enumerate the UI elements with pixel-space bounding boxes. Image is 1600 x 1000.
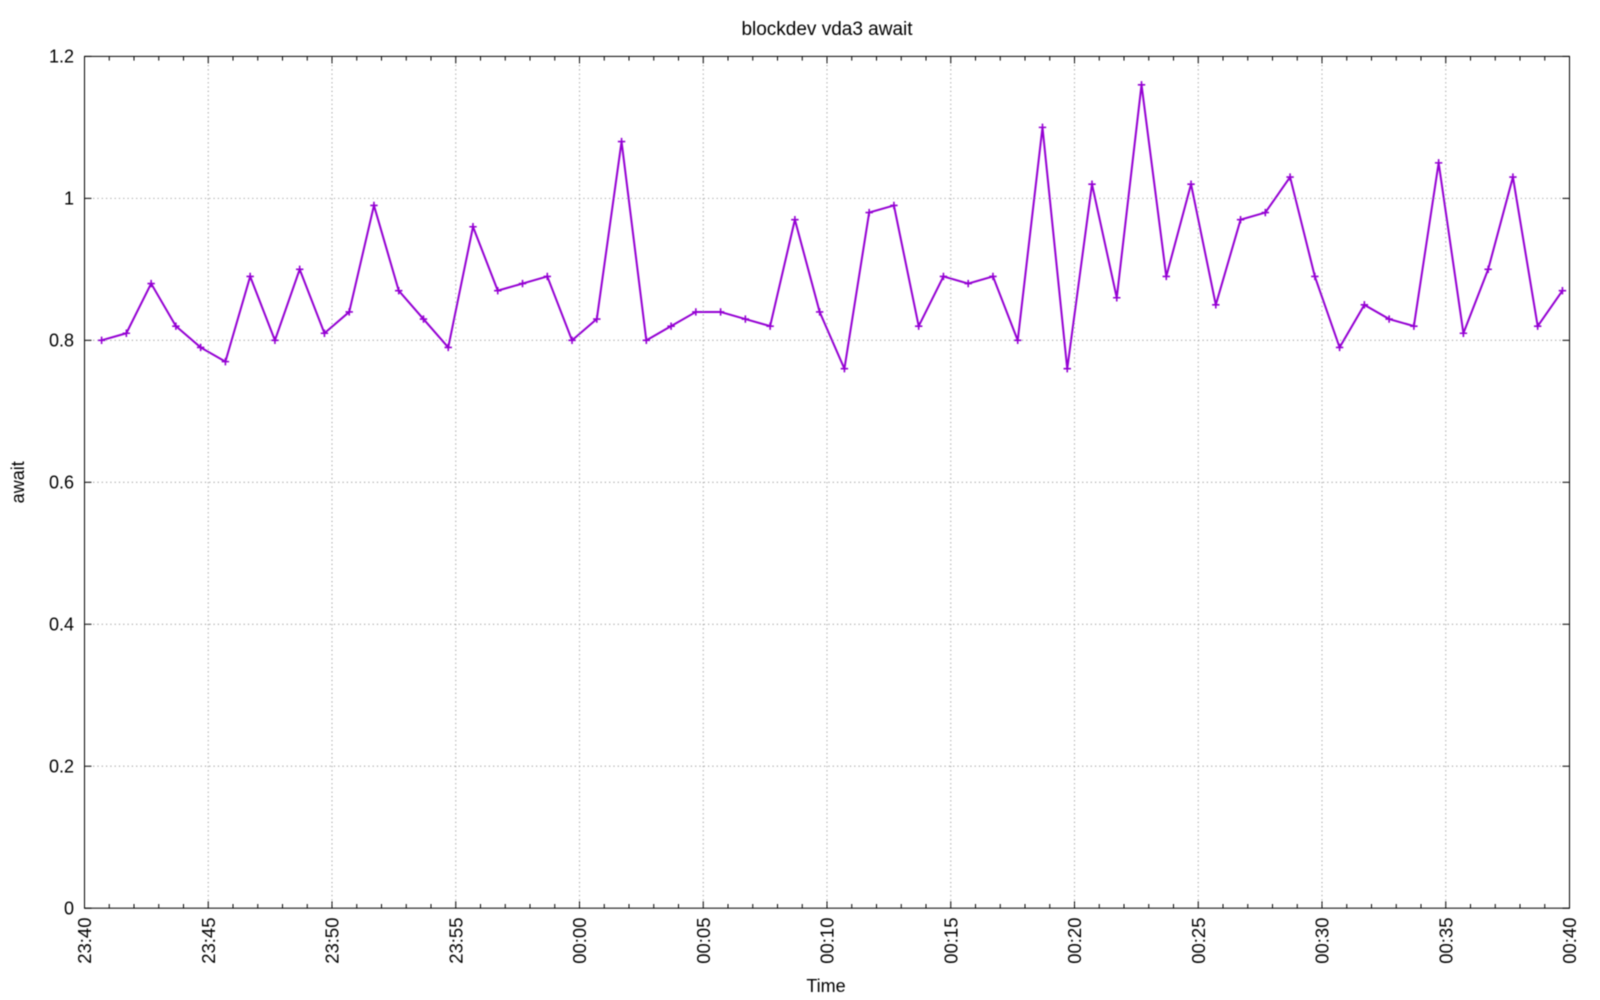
svg-text:0.2: 0.2 [49, 757, 74, 777]
svg-text:1.2: 1.2 [49, 47, 74, 67]
svg-text:00:20: 00:20 [1064, 918, 1085, 964]
svg-text:00:00: 00:00 [569, 918, 590, 964]
svg-text:00:10: 00:10 [817, 918, 838, 964]
svg-text:00:15: 00:15 [940, 918, 961, 964]
svg-text:00:35: 00:35 [1435, 918, 1456, 964]
svg-text:23:55: 23:55 [445, 918, 466, 964]
svg-text:0: 0 [64, 899, 74, 919]
svg-text:23:50: 23:50 [322, 918, 343, 964]
svg-text:00:25: 00:25 [1188, 918, 1209, 964]
svg-text:await: await [8, 461, 28, 503]
svg-text:0.4: 0.4 [49, 615, 74, 635]
svg-text:23:40: 23:40 [74, 918, 95, 964]
svg-text:00:30: 00:30 [1312, 918, 1333, 964]
svg-text:1: 1 [64, 189, 74, 209]
svg-text:0.6: 0.6 [49, 473, 74, 493]
svg-text:00:40: 00:40 [1559, 918, 1580, 964]
svg-text:blockdev vda3 await: blockdev vda3 await [741, 19, 913, 40]
svg-text:0.8: 0.8 [49, 331, 74, 351]
svg-text:Time: Time [806, 976, 845, 996]
svg-text:00:05: 00:05 [693, 918, 714, 964]
svg-text:23:45: 23:45 [198, 918, 219, 964]
